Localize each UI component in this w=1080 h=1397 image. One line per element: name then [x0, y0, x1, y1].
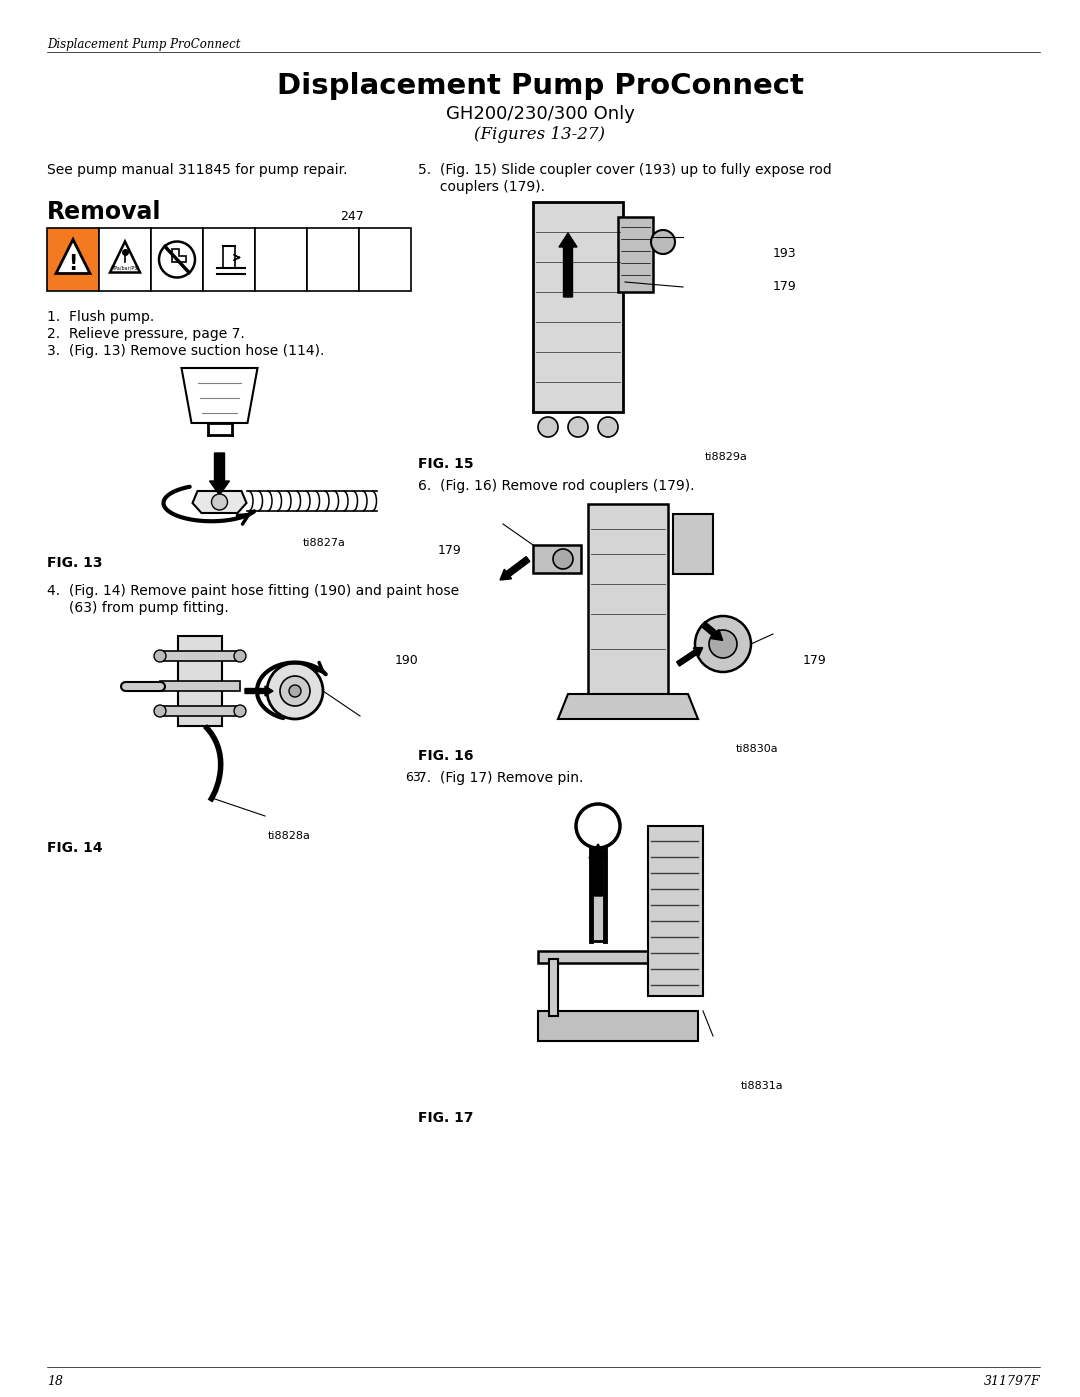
Circle shape: [598, 416, 618, 437]
Text: ti8830a: ti8830a: [735, 745, 778, 754]
Bar: [534, 545, 581, 573]
Bar: [618, 217, 653, 292]
Text: 179: 179: [438, 543, 462, 557]
Circle shape: [708, 630, 737, 658]
Text: 247: 247: [340, 210, 364, 224]
Text: 5.  (Fig. 15) Slide coupler cover (193) up to fully expose rod: 5. (Fig. 15) Slide coupler cover (193) u…: [418, 163, 832, 177]
Bar: [160, 651, 240, 661]
Text: FIG. 14: FIG. 14: [48, 841, 103, 855]
Polygon shape: [538, 1011, 698, 1041]
Circle shape: [159, 242, 195, 278]
Circle shape: [154, 705, 166, 717]
Bar: [203, 228, 255, 291]
Circle shape: [267, 664, 323, 719]
Text: See pump manual 311845 for pump repair.: See pump manual 311845 for pump repair.: [48, 163, 348, 177]
Text: couplers (179).: couplers (179).: [418, 180, 545, 194]
Text: 3.  (Fig. 13) Remove suction hose (114).: 3. (Fig. 13) Remove suction hose (114).: [48, 344, 324, 358]
FancyArrow shape: [245, 686, 273, 696]
Text: 2.  Relieve pressure, page 7.: 2. Relieve pressure, page 7.: [48, 327, 245, 341]
Bar: [588, 504, 669, 694]
Text: 18: 18: [48, 1375, 63, 1389]
Text: FIG. 17: FIG. 17: [418, 1111, 473, 1125]
Text: 1.  Flush pump.: 1. Flush pump.: [48, 310, 154, 324]
Bar: [160, 705, 240, 717]
Text: (Figures 13-27): (Figures 13-27): [474, 126, 606, 142]
FancyArrow shape: [589, 844, 607, 895]
Text: ti8827a: ti8827a: [303, 538, 346, 548]
Circle shape: [234, 650, 246, 662]
Text: GH200/230/300 Only: GH200/230/300 Only: [446, 105, 634, 123]
Bar: [307, 228, 359, 291]
Bar: [255, 228, 307, 291]
Circle shape: [289, 685, 301, 697]
FancyArrow shape: [210, 453, 229, 495]
Text: 179: 179: [773, 279, 797, 293]
Circle shape: [212, 495, 228, 510]
Text: Displacement Pump ProConnect: Displacement Pump ProConnect: [48, 38, 241, 52]
Circle shape: [696, 616, 751, 672]
Circle shape: [154, 650, 166, 662]
Circle shape: [553, 549, 573, 569]
Text: (63) from pump fitting.: (63) from pump fitting.: [48, 601, 229, 615]
Bar: [538, 951, 698, 963]
Bar: [591, 848, 605, 942]
Text: ti8828a: ti8828a: [268, 831, 311, 841]
Polygon shape: [558, 694, 698, 719]
Circle shape: [651, 231, 675, 254]
Bar: [673, 514, 713, 574]
Text: 6.  (Fig. 16) Remove rod couplers (179).: 6. (Fig. 16) Remove rod couplers (179).: [418, 479, 694, 493]
FancyArrow shape: [701, 622, 723, 640]
Text: MPa/bar/PSI: MPa/bar/PSI: [110, 265, 139, 271]
Circle shape: [234, 705, 246, 717]
Polygon shape: [192, 490, 246, 513]
Text: 7.  (Fig 17) Remove pin.: 7. (Fig 17) Remove pin.: [418, 771, 583, 785]
FancyArrow shape: [500, 556, 530, 580]
Text: 179: 179: [804, 654, 827, 666]
Text: !: !: [68, 254, 78, 274]
Text: ti8831a: ti8831a: [741, 1081, 783, 1091]
Text: FIG. 13: FIG. 13: [48, 556, 103, 570]
Text: 63: 63: [405, 771, 421, 784]
Circle shape: [538, 416, 558, 437]
Text: 311797F: 311797F: [984, 1375, 1040, 1389]
Polygon shape: [178, 636, 222, 726]
Polygon shape: [56, 239, 90, 274]
Bar: [534, 203, 623, 412]
Bar: [160, 680, 240, 692]
Circle shape: [568, 416, 588, 437]
Text: 190: 190: [395, 654, 419, 666]
Text: 193: 193: [773, 247, 797, 260]
Bar: [99, 228, 151, 291]
Bar: [359, 228, 411, 291]
Text: FIG. 15: FIG. 15: [418, 457, 474, 471]
Text: Displacement Pump ProConnect: Displacement Pump ProConnect: [276, 73, 804, 101]
Circle shape: [280, 676, 310, 705]
FancyArrow shape: [676, 648, 703, 666]
Text: ti8829a: ti8829a: [705, 453, 748, 462]
Text: FIG. 16: FIG. 16: [418, 749, 473, 763]
Text: 4.  (Fig. 14) Remove paint hose fitting (190) and paint hose: 4. (Fig. 14) Remove paint hose fitting (…: [48, 584, 459, 598]
Bar: [151, 228, 203, 291]
Bar: [648, 826, 703, 996]
Bar: [48, 228, 99, 291]
Text: Removal: Removal: [48, 200, 162, 224]
FancyArrow shape: [559, 233, 577, 298]
